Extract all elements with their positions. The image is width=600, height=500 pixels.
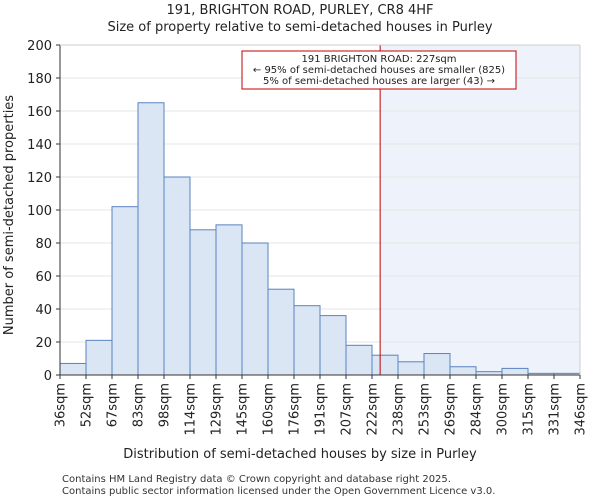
bar-52sqm	[85, 339, 113, 376]
x-tick-label: 176sqm	[288, 383, 303, 436]
x-tick-label: 346sqm	[574, 383, 589, 436]
bar-36sqm	[59, 362, 87, 376]
bar-191sqm	[319, 315, 347, 376]
x-tick-label: 67sqm	[106, 383, 121, 427]
x-axis-label: Distribution of semi-detached houses by …	[123, 447, 477, 462]
x-tick-label: 36sqm	[54, 383, 69, 427]
y-tick-label: 60	[35, 270, 52, 285]
bar-222sqm	[371, 354, 399, 376]
x-tick-label: 238sqm	[392, 383, 407, 436]
y-tick-label: 160	[27, 105, 52, 120]
x-tick-label: 160sqm	[262, 383, 277, 436]
footer-line-2: Contains public sector information licen…	[62, 486, 495, 497]
bars	[59, 102, 581, 376]
y-tick-label: 120	[27, 171, 52, 186]
x-tick-label: 269sqm	[444, 383, 459, 436]
x-tick-label: 207sqm	[340, 383, 355, 436]
x-tick-label: 52sqm	[80, 383, 95, 427]
bar-269sqm	[449, 366, 477, 376]
y-tick-label: 200	[27, 39, 52, 54]
x-ticks: 36sqm 52sqm 67sqm 83sqm 98sqm 114sqm 129sqm 145…	[54, 375, 589, 436]
bar-160sqm	[267, 288, 295, 376]
y-axis-label: Number of semi-detached properties	[2, 95, 17, 335]
x-tick-label: 98sqm	[158, 383, 173, 427]
annotation-line-1: 191 BRIGHTON ROAD: 227sqm	[301, 54, 456, 65]
bar-253sqm	[423, 353, 451, 376]
y-tick-label: 140	[27, 138, 52, 153]
annotation-line-3: 5% of semi-detached houses are larger (4…	[263, 76, 495, 87]
chart-subtitle: Size of property relative to semi-detach…	[107, 20, 492, 35]
y-tick-label: 0	[44, 369, 52, 384]
x-tick-label: 129sqm	[210, 383, 225, 436]
x-tick-label: 145sqm	[236, 383, 251, 436]
x-tick-label: 83sqm	[132, 383, 147, 427]
bar-67sqm	[111, 206, 139, 376]
bar-83sqm	[137, 102, 165, 376]
x-tick-label: 284sqm	[470, 383, 485, 436]
chart-title: 191, BRIGHTON ROAD, PURLEY, CR8 4HF	[166, 3, 433, 18]
bar-207sqm	[345, 344, 373, 376]
x-tick-label: 331sqm	[548, 383, 563, 436]
bar-129sqm	[215, 224, 243, 376]
bar-238sqm	[397, 361, 425, 376]
y-tick-label: 20	[35, 336, 52, 351]
bar-176sqm	[293, 305, 321, 376]
y-tick-label: 40	[35, 303, 52, 318]
y-tick-label: 80	[35, 237, 52, 252]
x-tick-label: 315sqm	[522, 383, 537, 436]
annotation-line-2: ← 95% of semi-detached houses are smalle…	[253, 65, 505, 76]
annotation-box: 191 BRIGHTON ROAD: 227sqm ← 95% of semi-…	[241, 50, 517, 90]
footer-line-1: Contains HM Land Registry data © Crown c…	[62, 474, 451, 485]
bar-145sqm	[241, 242, 269, 376]
x-tick-label: 253sqm	[418, 383, 433, 436]
y-tick-label: 180	[27, 72, 52, 87]
bar-98sqm	[163, 176, 191, 376]
bar-114sqm	[189, 229, 217, 376]
x-tick-label: 191sqm	[314, 383, 329, 436]
annotation-border	[241, 50, 517, 90]
y-tick-label: 100	[27, 204, 52, 219]
x-tick-label: 114sqm	[184, 383, 199, 436]
bar-300sqm	[501, 367, 529, 376]
x-tick-label: 222sqm	[366, 383, 381, 436]
y-ticks: 0 20 40 60 80 100 120 140 160 180 200	[27, 39, 60, 384]
x-tick-label: 300sqm	[496, 383, 511, 436]
